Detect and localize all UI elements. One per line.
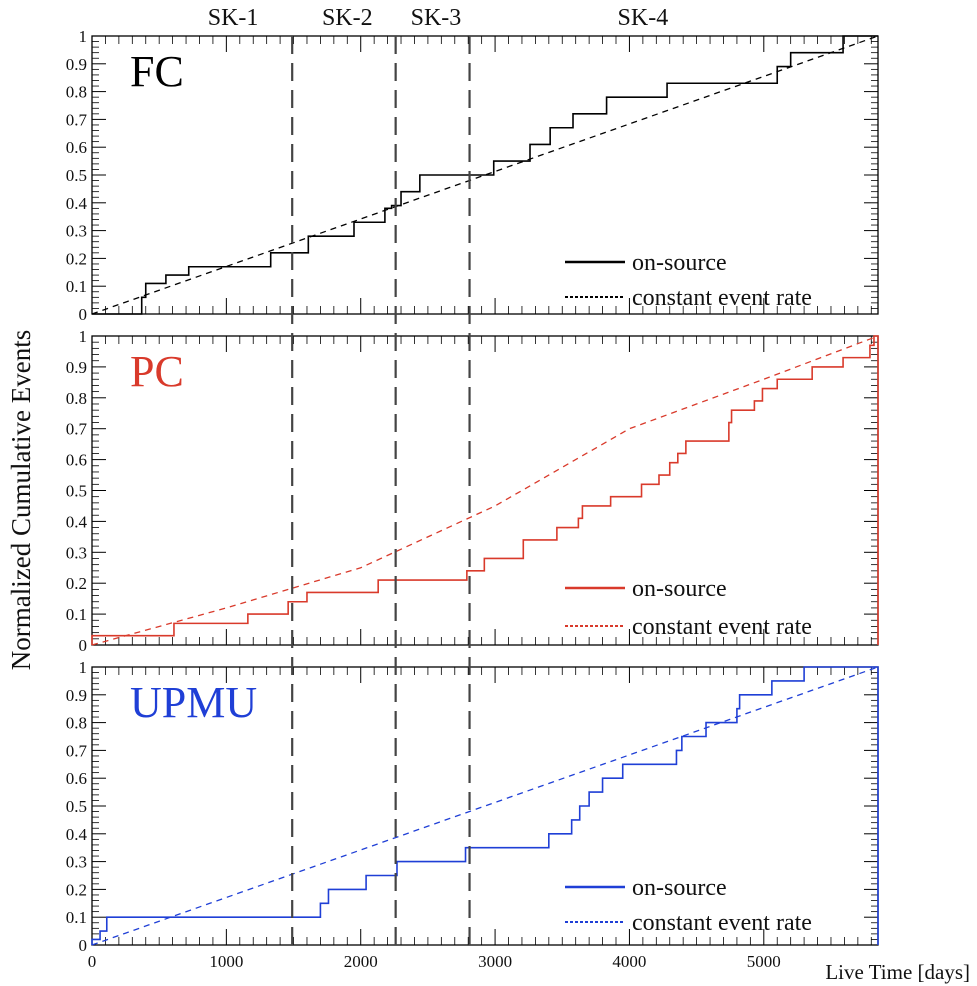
- panel-upmu: 0 0.1 0.2 0.3 0.4 0.5 0.6 0.7 0.8 0.9 1 UPMU on-sour…: [66, 658, 879, 955]
- period-labels: SK-1 SK-2 SK-3 SK-4: [208, 5, 668, 31]
- panels: 0 0.1 0.2 0.3 0.4 0.5 0.6 0.7 0.8 0.9 1 FC on-source…: [66, 27, 879, 971]
- legend: on-source constant event rate: [565, 576, 812, 640]
- y-tick-label: 0.2: [66, 249, 87, 268]
- y-tick-label: 0: [79, 936, 88, 955]
- panel-pc: 0 0.1 0.2 0.3 0.4 0.5 0.6 0.7 0.8 0.9 1 PC on-source…: [66, 327, 879, 655]
- y-tick-label: 0.6: [66, 769, 87, 788]
- y-tick-label: 0.7: [66, 741, 88, 760]
- constant-rate-line: [91, 335, 879, 646]
- y-tick-label: 0: [79, 636, 88, 655]
- y-tick-label: 0.4: [66, 194, 88, 213]
- on-source-line: [91, 335, 879, 645]
- period-label-sk-3: SK-3: [411, 5, 462, 31]
- y-tick-label: 0.5: [66, 797, 87, 816]
- y-tick-label: 0.5: [66, 166, 87, 185]
- x-tick-label: 0: [88, 952, 97, 971]
- legend-label: constant event rate: [632, 285, 812, 311]
- panel-title: PC: [130, 347, 184, 396]
- y-tick-label: 0: [79, 305, 88, 324]
- y-tick-label: 0.6: [66, 451, 87, 470]
- x-tick-label: 3000: [478, 952, 512, 971]
- panel-fc: 0 0.1 0.2 0.3 0.4 0.5 0.6 0.7 0.8 0.9 1 FC on-source…: [66, 27, 879, 324]
- legend-label: on-source: [632, 576, 727, 602]
- y-tick-label: 0.1: [66, 908, 87, 927]
- y-tick-label: 0.9: [66, 358, 87, 377]
- constant-rate-line: [91, 35, 879, 315]
- legend-label: on-source: [632, 250, 727, 276]
- constant-rate-line: [91, 666, 879, 946]
- y-tick-label: 0.4: [66, 512, 88, 531]
- legend-label: on-source: [632, 875, 727, 901]
- y-tick-label: 0.8: [66, 714, 87, 733]
- period-label-sk-4: SK-4: [618, 5, 669, 31]
- legend: on-source constant event rate: [565, 875, 812, 936]
- y-tick-label: 1: [79, 658, 88, 677]
- y-tick-label: 0.2: [66, 574, 87, 593]
- legend: on-source constant event rate: [565, 250, 812, 311]
- y-tick-label: 0.1: [66, 277, 87, 296]
- period-label-sk-1: SK-1: [208, 5, 259, 31]
- y-tick-label: 0.3: [66, 222, 87, 241]
- panel-title: UPMU: [130, 678, 257, 727]
- legend-label: constant event rate: [632, 910, 812, 936]
- y-tick-label: 0.8: [66, 83, 87, 102]
- y-tick-label: 0.1: [66, 605, 87, 624]
- y-tick-label: 0.7: [66, 110, 88, 129]
- on-source-line: [92, 35, 878, 315]
- y-tick-label: 0.5: [66, 482, 87, 501]
- y-axis-label: Normalized Cumulative Events: [6, 330, 36, 670]
- y-tick-label: 1: [79, 327, 88, 346]
- panel-title: FC: [130, 47, 184, 96]
- on-source-line: [91, 666, 879, 945]
- period-boundaries: [291, 36, 471, 945]
- x-tick-label: 1000: [209, 952, 243, 971]
- y-tick-label: 0.9: [66, 55, 87, 74]
- x-tick-label: 4000: [612, 952, 646, 971]
- x-tick-label: 2000: [344, 952, 378, 971]
- y-tick-label: 0.9: [66, 686, 87, 705]
- x-axis-label: Live Time [days]: [825, 960, 970, 984]
- y-tick-label: 0.3: [66, 543, 87, 562]
- x-tick-label: 5000: [747, 952, 781, 971]
- y-tick-label: 1: [79, 27, 88, 46]
- y-tick-label: 0.2: [66, 880, 87, 899]
- y-tick-label: 0.3: [66, 853, 87, 872]
- y-tick-label: 0.6: [66, 138, 87, 157]
- y-tick-label: 0.4: [66, 825, 88, 844]
- legend-label: constant event rate: [632, 614, 812, 640]
- y-tick-label: 0.7: [66, 420, 88, 439]
- plot-frame: [91, 335, 879, 646]
- y-tick-label: 0.8: [66, 389, 87, 408]
- period-label-sk-2: SK-2: [322, 5, 373, 31]
